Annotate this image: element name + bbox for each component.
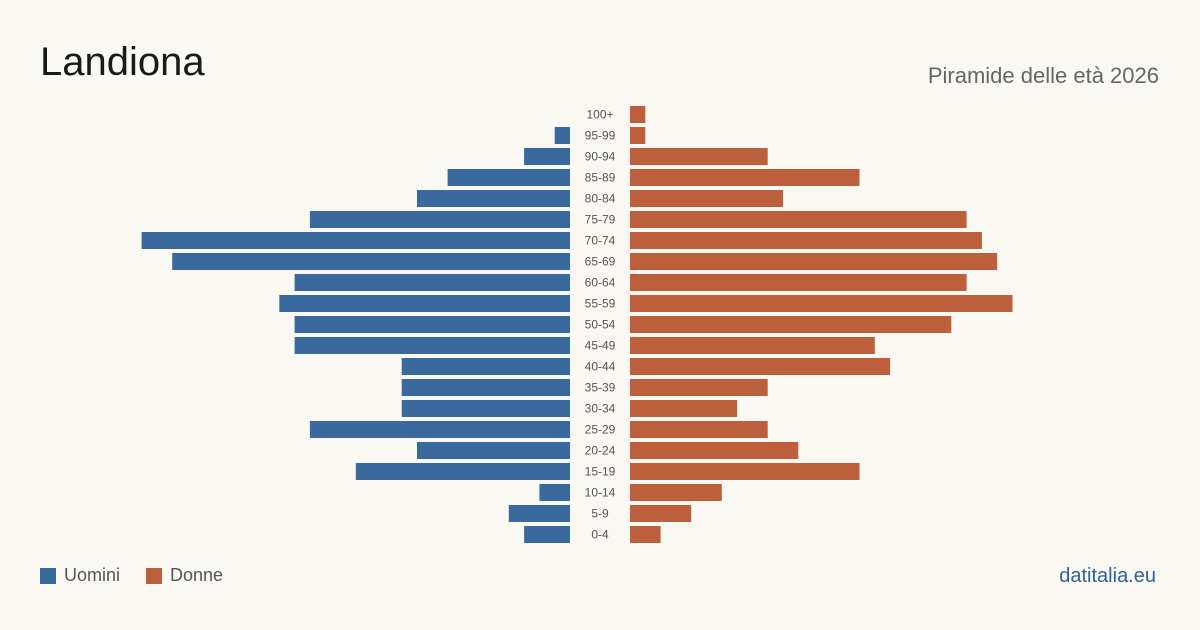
bar-female-10-14 [630,484,722,501]
age-label-20-24: 20-24 [585,444,616,458]
bar-female-45-49 [630,337,875,354]
age-label-60-64: 60-64 [585,276,616,290]
bar-male-0-4 [524,526,570,543]
chart-legend: Uomini Donne [40,565,249,586]
age-label-15-19: 15-19 [585,465,616,479]
age-label-35-39: 35-39 [585,381,616,395]
legend-item-uomini: Uomini [40,565,120,586]
bar-female-80-84 [630,190,783,207]
bar-female-30-34 [630,400,738,417]
bar-female-60-64 [630,274,967,291]
age-label-10-14: 10-14 [585,486,616,500]
bar-female-55-59 [630,295,1013,312]
bar-male-40-44 [401,358,570,375]
legend-label-uomini: Uomini [64,565,121,585]
bar-male-75-79 [309,211,570,228]
bar-male-70-74 [141,232,570,249]
legend-label-donne: Donne [170,565,224,585]
bar-male-90-94 [524,148,570,165]
age-label-75-79: 75-79 [585,213,616,227]
bar-male-50-54 [294,316,570,333]
bar-female-5-9 [630,505,692,522]
bar-female-50-54 [630,316,952,333]
bar-female-70-74 [630,232,982,249]
bar-male-45-49 [294,337,570,354]
age-label-0-4: 0-4 [591,528,609,542]
age-label-25-29: 25-29 [585,423,616,437]
bar-male-80-84 [417,190,570,207]
age-label-70-74: 70-74 [585,234,616,248]
bar-male-65-69 [172,253,570,270]
bar-male-35-39 [401,379,570,396]
age-label-50-54: 50-54 [585,318,616,332]
bar-female-20-24 [630,442,799,459]
bar-male-55-59 [279,295,570,312]
age-label-100+: 100+ [586,108,613,122]
chart-subtitle: Piramide delle età 2026 [927,63,1159,88]
bar-male-25-29 [309,421,570,438]
bar-female-65-69 [630,253,998,270]
bar-female-100+ [630,106,646,123]
age-label-95-99: 95-99 [585,129,616,143]
bar-male-5-9 [508,505,570,522]
bar-male-20-24 [417,442,570,459]
age-label-90-94: 90-94 [585,150,616,164]
age-label-85-89: 85-89 [585,171,616,185]
age-label-80-84: 80-84 [585,192,616,206]
bar-male-60-64 [294,274,570,291]
age-label-45-49: 45-49 [585,339,616,353]
bar-male-15-19 [355,463,570,480]
bar-female-85-89 [630,169,860,186]
bar-female-15-19 [630,463,860,480]
bar-male-30-34 [401,400,570,417]
bar-male-10-14 [539,484,570,501]
age-label-65-69: 65-69 [585,255,616,269]
bar-female-0-4 [630,526,661,543]
legend-item-donne: Donne [146,565,223,586]
bar-female-25-29 [630,421,768,438]
age-label-55-59: 55-59 [585,297,616,311]
bar-female-75-79 [630,211,967,228]
legend-swatch-donne [146,567,163,584]
source-link[interactable]: datitalia.eu [1059,565,1156,587]
age-label-30-34: 30-34 [585,402,616,416]
age-label-5-9: 5-9 [591,507,609,521]
bar-male-95-99 [554,127,570,144]
legend-swatch-uomini [40,567,56,584]
bar-female-40-44 [630,358,891,375]
bar-male-85-89 [447,169,570,186]
bar-female-35-39 [630,379,768,396]
bar-female-95-99 [630,127,646,144]
age-label-40-44: 40-44 [585,360,616,374]
chart-title: Landiona [40,40,205,84]
bar-female-90-94 [630,148,768,165]
